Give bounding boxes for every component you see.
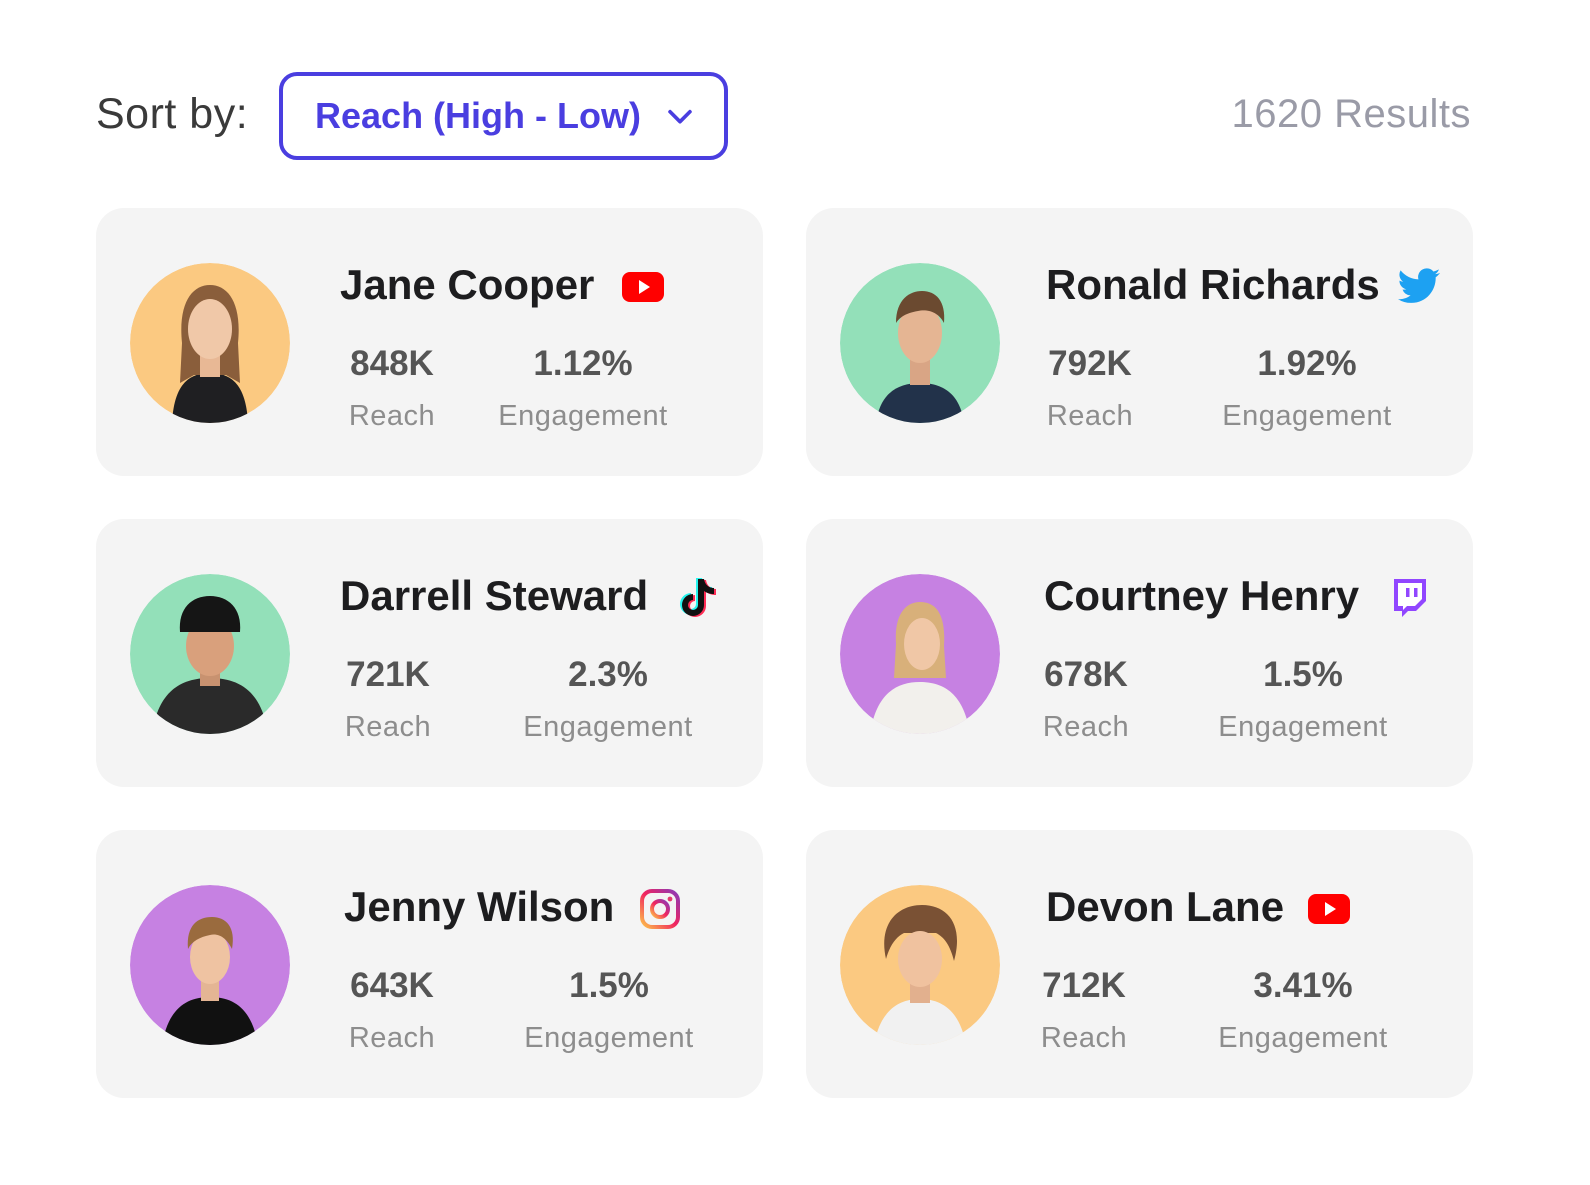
reach-value: 721K [346,655,430,694]
influencer-name: Ronald Richards [1046,261,1380,308]
reach-value: 678K [1044,655,1128,694]
influencer-name: Courtney Henry [1044,572,1360,619]
engagement-value: 1.12% [533,344,633,383]
engagement-label: Engagement [524,1022,694,1054]
engagement-label: Engagement [1218,1022,1388,1054]
influencer-card[interactable]: Ronald Richards 792K Reach 1.92% Engagem… [806,208,1473,476]
results-count: 1620 Results [1231,92,1471,136]
reach-label: Reach [344,711,432,743]
chevron-down-icon [668,109,692,124]
avatar [840,263,1000,423]
influencer-name: Jenny Wilson [344,883,615,930]
youtube-icon [622,272,664,302]
influencer-card[interactable]: Jane Cooper 848K Reach 1.12% Engagement [96,208,763,476]
influencer-name: Darrell Steward [340,572,649,619]
reach-label: Reach [1046,400,1134,432]
engagement-value: 1.5% [569,966,649,1005]
avatar [840,885,1000,1045]
sort-dropdown[interactable]: Reach (High - Low) [279,72,728,160]
influencer-name: Jane Cooper [340,261,595,308]
influencer-name: Devon Lane [1046,883,1285,930]
engagement-label: Engagement [1218,711,1388,743]
sort-toolbar: Sort by: Reach (High - Low) 1620 Results [96,72,1471,160]
avatar [130,574,290,734]
avatar [840,574,1000,734]
engagement-value: 1.92% [1257,344,1357,383]
engagement-value: 3.41% [1253,966,1353,1005]
twitch-icon [1394,579,1426,617]
engagement-label: Engagement [498,400,668,432]
reach-label: Reach [348,1022,436,1054]
influencer-card[interactable]: Devon Lane 712K Reach 3.41% Engagement [806,830,1473,1098]
twitter-icon [1397,268,1441,303]
influencer-card[interactable]: Courtney Henry 678K Reach 1.5% Engagemen… [806,519,1473,787]
reach-value: 848K [350,344,434,383]
instagram-icon [640,889,680,929]
engagement-label: Engagement [523,711,693,743]
reach-label: Reach [1042,711,1130,743]
avatar [130,263,290,423]
reach-label: Reach [1040,1022,1128,1054]
reach-value: 712K [1042,966,1126,1005]
engagement-value: 2.3% [568,655,648,694]
influencer-card[interactable]: Jenny Wilson 643K Reach 1.5% Engagement [96,830,763,1098]
sort-label: Sort by: [96,90,249,138]
engagement-label: Engagement [1222,400,1392,432]
reach-value: 792K [1048,344,1132,383]
reach-label: Reach [348,400,436,432]
engagement-value: 1.5% [1263,655,1343,694]
avatar [130,885,290,1045]
reach-value: 643K [350,966,434,1005]
sort-selected-value: Reach (High - Low) [315,95,641,136]
tiktok-icon [680,578,716,617]
influencer-card[interactable]: Darrell Steward 721K Reach 2.3% Engageme… [96,519,763,787]
youtube-icon [1308,894,1350,924]
